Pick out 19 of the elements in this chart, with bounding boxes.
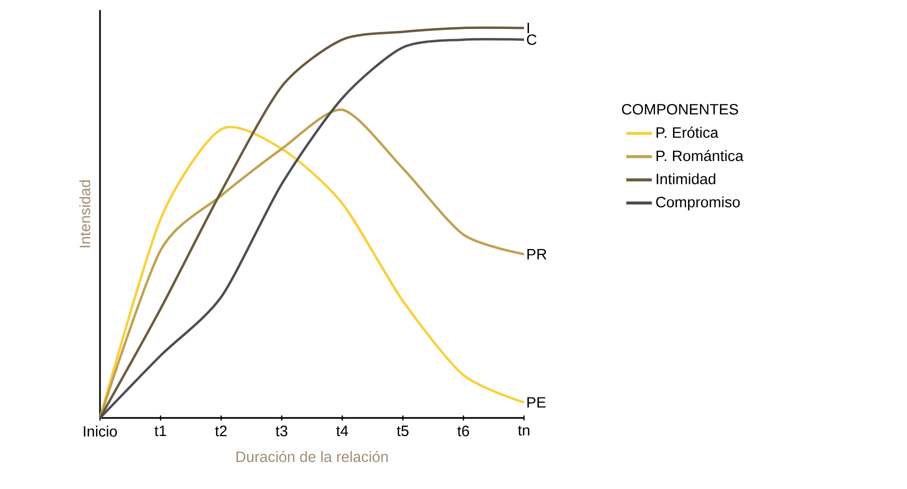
y-axis-title: Intensidad bbox=[79, 180, 90, 248]
x-tick-label: t3 bbox=[276, 426, 288, 436]
x-tick-label: t5 bbox=[396, 426, 408, 436]
annotation: PR bbox=[527, 249, 546, 260]
x-axis-title: Duración de la relación bbox=[236, 450, 388, 462]
x-tick-label: t6 bbox=[457, 426, 470, 436]
x-tick-label: Inicio bbox=[84, 426, 117, 437]
x-tick-label: tn bbox=[518, 426, 530, 436]
x-tick-label: t4 bbox=[336, 426, 348, 436]
legend-label: Compromiso bbox=[656, 196, 740, 210]
x-tick-label: t2 bbox=[215, 426, 227, 436]
x-tick-label: t1 bbox=[154, 426, 166, 436]
legend-title: COMPONENTES bbox=[622, 104, 738, 115]
legend-label: P. Erótica bbox=[656, 126, 718, 138]
annotation: C bbox=[526, 34, 536, 45]
legend-label: P. Romántica bbox=[656, 150, 744, 162]
annotation: I bbox=[528, 22, 529, 34]
legend-label: Intimidad bbox=[656, 173, 716, 184]
annotation: PE bbox=[527, 397, 546, 408]
